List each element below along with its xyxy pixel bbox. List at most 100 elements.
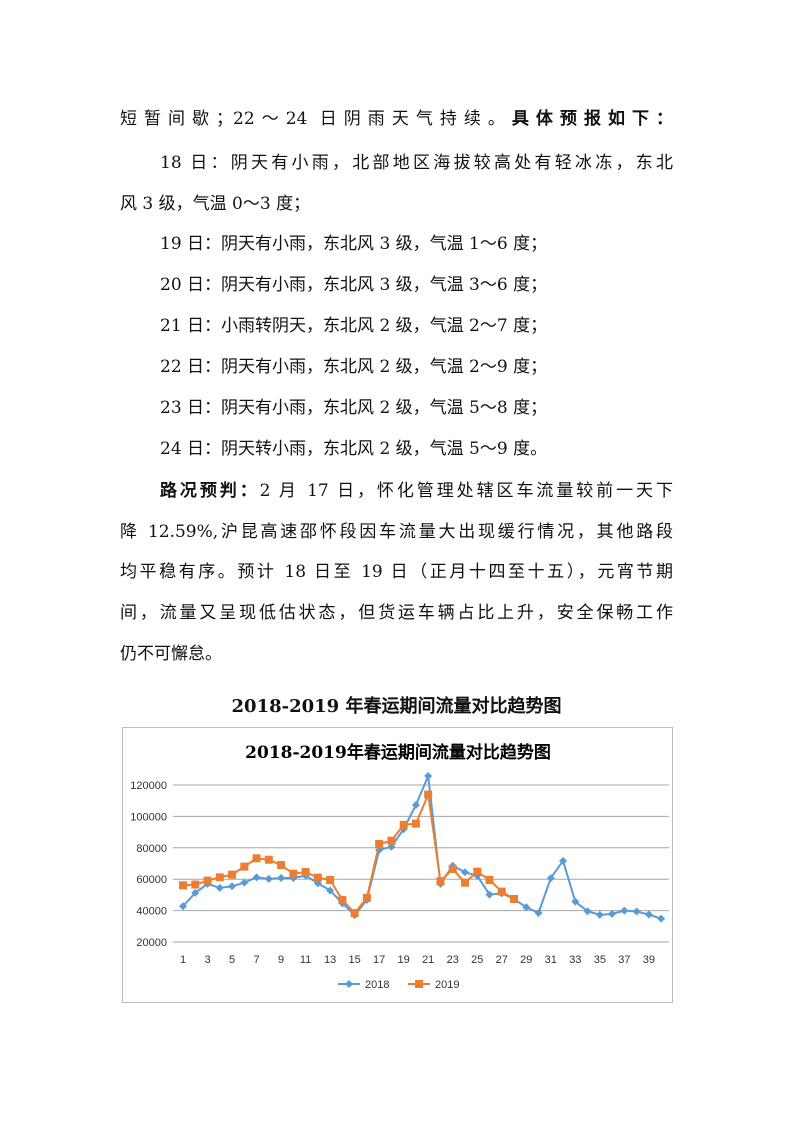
x-tick-label: 27 [496,954,508,966]
x-tick-label: 21 [422,954,434,966]
data-point-2019 [313,873,322,882]
data-point-2018 [595,910,604,919]
data-point-2018 [571,897,580,906]
data-point-2019 [424,790,433,799]
data-point-2018 [289,873,298,882]
data-point-2019 [362,893,371,902]
data-point-2019 [203,876,212,885]
data-point-2019 [277,861,286,870]
data-point-2018 [632,907,641,916]
text-line: 风 3 级，气温 0～3 度； [120,194,311,214]
data-point-2019 [473,867,482,876]
line-chart: 2018-2019年春运期间流量对比趋势图 20000 40000 60000 800… [122,727,673,1003]
x-tick-label: 17 [373,954,385,966]
data-point-2019 [191,880,200,889]
data-point-2019 [485,875,494,884]
data-point-2018 [215,883,224,892]
x-tick-label: 29 [520,954,532,966]
data-point-2018 [240,878,249,887]
data-point-2019 [448,864,457,873]
data-point-2019 [411,819,420,828]
data-point-2018 [657,914,666,923]
x-tick-label: 9 [278,954,284,966]
y-tick-label: 120000 [130,780,167,792]
data-point-2019 [264,855,273,864]
data-point-2018 [424,772,433,781]
x-tick-label: 23 [447,954,459,966]
data-point-2018 [326,886,335,895]
chart-svg: 2018-2019年春运期间流量对比趋势图 20000 40000 60000 800… [130,742,669,991]
forecast-line: 20 日：阴天有小雨，东北风 3 级，气温 3～6 度； [160,275,548,295]
x-tick-label: 35 [594,954,606,966]
y-tick-label: 80000 [136,843,167,855]
data-point-2019 [387,836,396,845]
data-point-2018 [277,873,286,882]
x-tick-label: 11 [300,954,311,966]
data-point-2018 [546,874,555,883]
text-line: 短暂间歇；22～24 日阴雨天气持续。具体预报如下： [120,109,673,129]
text-line: 间，流量又呈现低估状态，但货运车辆占比上升，安全保畅工作 [120,603,673,623]
x-tick-label: 7 [253,954,259,966]
data-point-2018 [559,856,568,865]
data-point-2019 [240,862,249,871]
data-point-2018 [264,874,273,883]
data-point-2018 [608,909,617,918]
data-point-2018 [620,906,629,915]
data-point-2018 [191,888,200,897]
forecast-line: 19 日：阴天有小雨，东北风 3 级，气温 1～6 度； [160,234,548,254]
data-point-2018 [485,890,494,899]
data-point-2019 [289,869,298,878]
legend-marker-2019 [415,980,423,988]
data-point-2019 [375,840,384,849]
data-point-2018 [534,908,543,917]
data-point-2018 [644,910,653,919]
figure-caption: 2018-2019 年春运期间流量对比趋势图 [231,696,562,717]
series-line-2019 [182,790,515,915]
data-point-2019 [301,867,310,876]
data-point-2018 [460,868,469,877]
data-point-2019 [228,870,237,879]
data-point-2019 [350,909,359,918]
forecast-line: 21 日：小雨转阴天，东北风 2 级，气温 2～7 度； [160,316,548,336]
legend-marker-2018 [345,980,353,988]
x-tick-label: 3 [204,954,210,966]
x-tick-label: 5 [229,954,235,966]
forecast-line: 22 日：阴天有小雨，东北风 2 级，气温 2～9 度； [160,357,548,377]
data-point-2018 [252,873,261,882]
x-tick-label: 39 [643,954,655,966]
data-point-2019 [252,854,261,863]
y-tick-label: 40000 [136,906,167,918]
forecast-line: 24 日：阴天转小雨，东北风 2 级，气温 5～9 度。 [160,439,548,459]
data-point-2019 [326,875,335,884]
chart-title: 2018-2019年春运期间流量对比趋势图 [245,742,551,763]
legend-label: 2018 [365,979,389,991]
text-line: 仍不可懈怠。 [120,644,222,664]
data-point-2019 [338,895,347,904]
data-point-2019 [510,894,519,903]
legend-label: 2019 [435,979,459,991]
x-tick-label: 15 [349,954,361,966]
data-point-2019 [179,881,187,890]
y-tick-label: 60000 [136,874,167,886]
x-tick-label: 25 [471,954,483,966]
data-point-2018 [522,903,531,912]
data-point-2018 [228,882,237,891]
data-point-2018 [179,902,187,911]
y-tick-label: 20000 [136,937,167,949]
x-tick-label: 13 [324,954,336,966]
data-point-2019 [460,878,469,887]
x-tick-label: 33 [569,954,581,966]
x-tick-label: 37 [618,954,630,966]
series-line-2018 [182,772,662,920]
forecast-line: 23 日：阴天有小雨，东北风 2 级，气温 5～8 度； [160,398,548,418]
text-line: 18 日：阴天有小雨，北部地区海拔较高处有轻冰冻，东北 [160,153,673,173]
x-tick-label: 31 [545,954,557,966]
data-point-2019 [436,877,445,886]
y-tick-label: 100000 [130,811,167,823]
data-point-2018 [411,800,420,809]
data-point-2019 [399,820,408,829]
data-point-2019 [215,873,224,882]
x-tick-label: 1 [180,954,186,966]
data-point-2018 [583,907,592,916]
